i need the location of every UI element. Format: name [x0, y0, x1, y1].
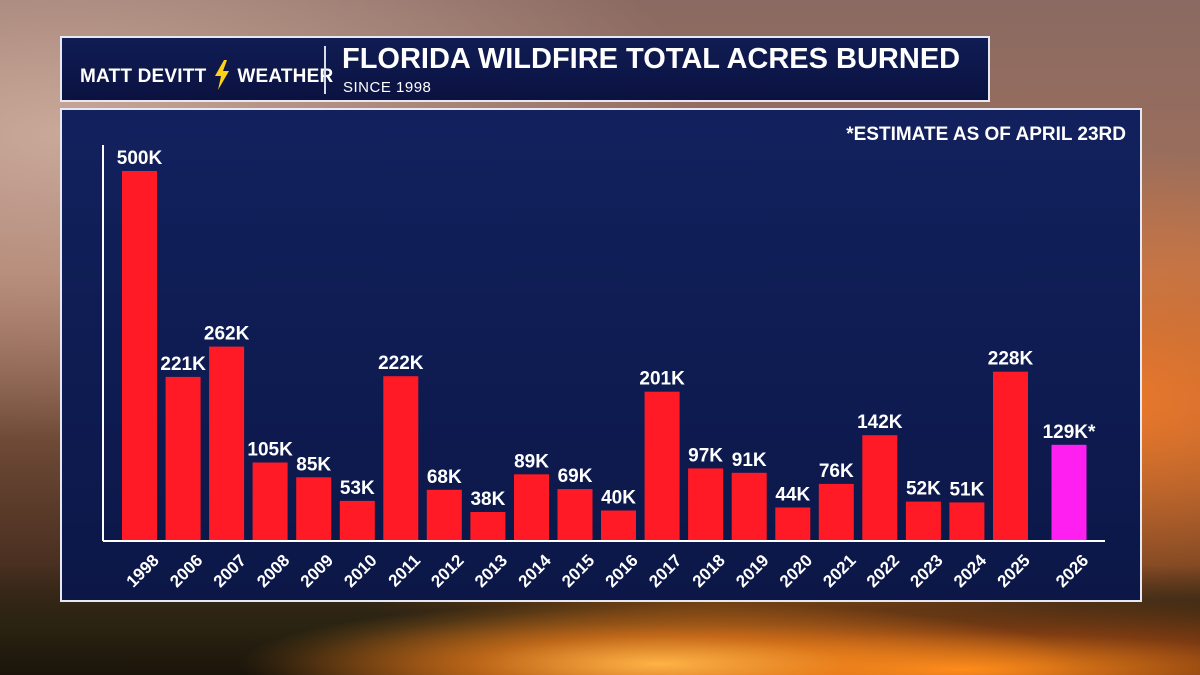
bar-2026	[1051, 444, 1087, 540]
value-label-2020: 44K	[775, 485, 810, 506]
brand-name-left: MATT DEVITT	[80, 66, 207, 87]
x-tick-label-2016: 2016	[602, 551, 642, 591]
x-tick-label-2023: 2023	[907, 551, 947, 591]
value-label-2026: 129K*	[1043, 422, 1096, 443]
value-label-2024: 51K	[949, 479, 984, 500]
x-tick-label-2010: 2010	[340, 551, 380, 591]
x-tick-label-2011: 2011	[385, 551, 425, 591]
chart-subtitle: SINCE 1998	[343, 79, 432, 96]
value-label-1998: 500K	[117, 148, 163, 169]
x-tick-label-2009: 2009	[297, 551, 337, 591]
bar-2018	[688, 468, 724, 540]
title-banner: MATT DEVITT WEATHER FLORIDA WILDFIRE TOT…	[60, 36, 990, 102]
bar-2014	[514, 474, 549, 540]
x-tick-label-2022: 2022	[863, 551, 903, 591]
x-tick-label-2017: 2017	[645, 551, 685, 591]
x-tick-label-2024: 2024	[950, 550, 991, 591]
x-tick-label-2018: 2018	[689, 551, 729, 591]
value-label-2011: 222K	[378, 353, 424, 374]
tick-labels-layer: 1998 2006 2007 2008 2009 2010 2011 2012 2013 2014…	[123, 550, 1093, 591]
banner-divider	[324, 46, 326, 94]
brand-name-right: WEATHER	[237, 66, 334, 87]
x-tick-label-2020: 2020	[776, 551, 816, 591]
bar-2019	[731, 472, 767, 540]
bar-2025	[993, 371, 1028, 540]
value-label-2014: 89K	[514, 451, 549, 472]
value-label-2009: 85K	[296, 454, 331, 475]
value-label-2025: 228K	[988, 349, 1034, 370]
bar-1998	[122, 171, 157, 540]
value-label-2016: 40K	[601, 488, 636, 509]
bar-2007	[209, 346, 245, 540]
bars-layer	[122, 171, 1087, 540]
bar-2008	[252, 462, 288, 540]
value-label-2007: 262K	[204, 324, 250, 345]
x-tick-label-2015: 2015	[558, 551, 598, 591]
value-label-2017: 201K	[639, 369, 685, 390]
bar-2006	[165, 376, 201, 540]
bar-2011	[383, 376, 419, 540]
value-label-2013: 38K	[470, 489, 505, 510]
value-label-2012: 68K	[427, 467, 462, 488]
x-tick-label-2021: 2021	[819, 551, 859, 591]
bar-2010	[339, 500, 375, 540]
brand-logo: MATT DEVITT WEATHER	[80, 60, 333, 90]
x-tick-label-2014: 2014	[515, 550, 556, 591]
x-tick-label-1998: 1998	[123, 551, 163, 591]
bar-2017	[644, 391, 680, 540]
chart-title: FLORIDA WILDFIRE TOTAL ACRES BURNED	[342, 43, 961, 75]
bar-2021	[818, 483, 854, 540]
bar-2020	[775, 507, 811, 540]
bar-2015	[557, 489, 593, 540]
bar-2024	[949, 502, 985, 540]
x-tick-label-2012: 2012	[427, 551, 467, 591]
estimate-note: *ESTIMATE AS OF APRIL 23RD	[846, 124, 1126, 145]
bar-2012	[426, 489, 462, 540]
bar-2022	[862, 435, 898, 540]
value-label-2023: 52K	[906, 479, 941, 500]
value-label-2008: 105K	[247, 440, 293, 461]
bar-2023	[905, 501, 941, 540]
bar-2013	[470, 512, 506, 540]
x-tick-label-2006: 2006	[166, 551, 206, 591]
bar-2016	[601, 510, 636, 540]
x-tick-label-2026: 2026	[1052, 551, 1092, 591]
x-tick-label-2013: 2013	[471, 551, 511, 591]
value-label-2018: 97K	[688, 445, 723, 466]
bar-2009	[296, 477, 332, 540]
x-tick-label-2025: 2025	[994, 551, 1034, 591]
x-tick-label-2019: 2019	[732, 551, 772, 591]
value-label-2019: 91K	[732, 450, 767, 471]
x-tick-label-2007: 2007	[210, 551, 250, 591]
value-label-2021: 76K	[819, 461, 854, 482]
value-label-2022: 142K	[857, 412, 903, 433]
lightning-bolt-icon	[214, 60, 229, 90]
value-label-2015: 69K	[558, 466, 593, 487]
value-label-2006: 221K	[160, 354, 206, 375]
value-label-2010: 53K	[340, 478, 375, 499]
x-tick-label-2008: 2008	[253, 551, 293, 591]
